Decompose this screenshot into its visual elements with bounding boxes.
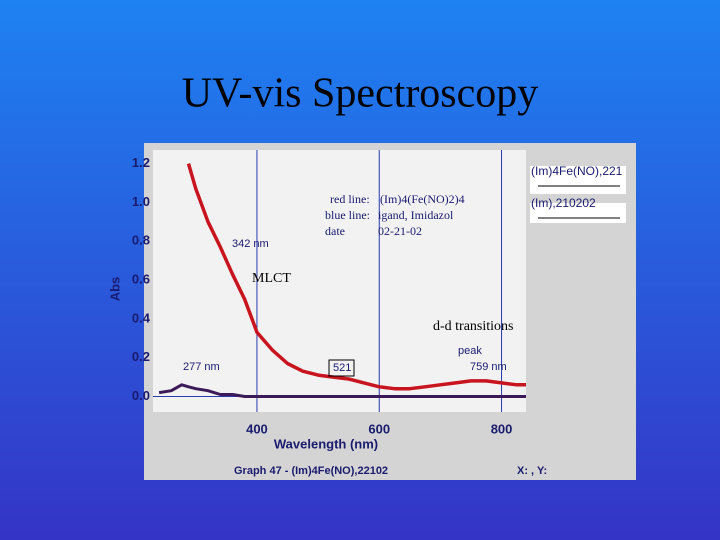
annotation: red line: — [330, 192, 370, 206]
y-tick-label: 0.0 — [132, 388, 150, 403]
footer: Graph 47 - (Im)4Fe(NO),22102 — [234, 465, 388, 477]
legend-label: (Im),210202 — [531, 196, 596, 210]
annotation: (Im)4(Fe(NO)2)4 — [380, 192, 465, 206]
annotation: peak — [458, 345, 482, 357]
annotation: 521 — [333, 362, 351, 374]
annotation: 02-21-02 — [378, 224, 422, 238]
annotation: blue line: — [325, 208, 370, 222]
legend-label: (Im)4Fe(NO),221 — [531, 164, 623, 178]
annotation: MLCT — [252, 271, 291, 286]
y-tick-label: 0.2 — [132, 349, 150, 364]
x-tick-label: 400 — [246, 421, 268, 436]
annotation: igand, Imidazol — [378, 208, 454, 222]
annotation: d-d transitions — [433, 319, 514, 334]
annotation-box — [328, 359, 355, 377]
y-tick-label: 1.2 — [132, 155, 150, 170]
marks — [158, 163, 526, 398]
slide-title: UV-vis Spectroscopy — [182, 71, 539, 117]
series-line — [186, 163, 526, 391]
y-axis-label: Abs — [107, 277, 122, 302]
annotation: 277 nm — [183, 361, 220, 373]
legend-box — [530, 166, 626, 194]
annotation: 759 nm — [470, 361, 507, 373]
annotation: 342 nm — [232, 238, 269, 250]
x-axis-label: Wavelength (nm) — [274, 436, 378, 451]
x-tick-label: 600 — [368, 421, 390, 436]
annotation: date — [325, 224, 345, 238]
series-line — [158, 383, 526, 398]
y-tick-label: 0.6 — [132, 271, 150, 286]
y-tick-label: 0.8 — [132, 233, 150, 248]
x-tick-label: 800 — [491, 421, 513, 436]
footer: X: , Y: — [517, 465, 547, 477]
plot-area — [153, 150, 526, 412]
y-tick-label: 0.4 — [132, 310, 151, 325]
y-tick-label: 1.0 — [132, 194, 150, 209]
